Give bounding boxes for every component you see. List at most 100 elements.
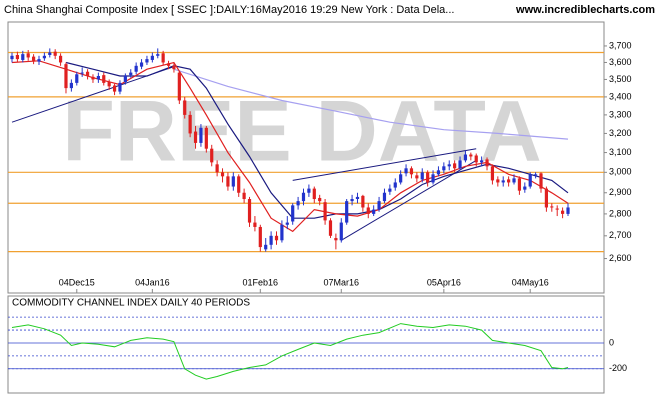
y-tick-label: 0 [609, 337, 614, 347]
candle-body [291, 205, 295, 222]
candle-body [312, 188, 316, 200]
moving-average [173, 68, 569, 140]
candle-body [58, 55, 63, 63]
y-tick-label: 3,600 [609, 57, 632, 67]
candle-body [21, 54, 25, 60]
candle-body [426, 172, 430, 183]
candle-body [480, 160, 484, 163]
candle-body [183, 100, 187, 115]
candle-body [366, 207, 370, 214]
candle-body [26, 53, 30, 58]
candle-body [355, 196, 360, 200]
candle-body [220, 172, 225, 177]
candle-body [156, 54, 160, 56]
panel-title: COMMODITY CHANNEL INDEX DAILY 40 PERIODS [12, 298, 250, 309]
candle-body [31, 56, 36, 61]
candle-body [231, 176, 235, 187]
candle-body [258, 226, 262, 248]
candle-body [307, 188, 311, 193]
candle-body [193, 131, 198, 143]
candle-body [53, 51, 57, 56]
candle-body [528, 174, 532, 187]
candle-body [345, 201, 349, 223]
candle-body [139, 62, 144, 67]
candle-body [166, 63, 171, 66]
candle-body [469, 154, 473, 157]
candle-body [377, 201, 381, 210]
price-layer: 2,600 2,700 2,800 2,900 3,000 3,100 3,200 3,300… [8, 40, 632, 293]
candle-body [161, 53, 165, 63]
candle-body [80, 72, 84, 74]
watermark: FREE DATA [62, 84, 541, 180]
candle-body [561, 210, 565, 214]
candle-body [69, 82, 73, 89]
candle-body [350, 199, 354, 202]
candle-body [485, 159, 489, 167]
candle-body [512, 178, 516, 183]
candle-body [436, 170, 441, 175]
candle-body [269, 235, 273, 245]
candle-body [404, 168, 408, 174]
candle-body [48, 52, 52, 55]
candle-body [134, 65, 138, 72]
price-panel [7, 21, 605, 294]
y-tick-label: 3,500 [609, 74, 632, 84]
candle-body [199, 127, 203, 143]
candle-body [507, 179, 511, 183]
indicator-line [11, 323, 569, 380]
candle-body [274, 235, 279, 241]
x-tick-label: 04Jan16 [135, 277, 170, 287]
source-link[interactable]: www.incrediblecharts.com [515, 4, 655, 16]
candle-body [388, 188, 392, 192]
candle-body [523, 186, 527, 190]
candle-body [431, 174, 435, 183]
candle-body [226, 176, 230, 187]
candle-body [188, 114, 192, 134]
candle-body [296, 201, 300, 206]
candle-body [474, 155, 478, 163]
y-tick-label: 3,400 [609, 91, 632, 101]
candle-body [339, 222, 343, 241]
candle-body [550, 206, 554, 208]
candle-body [112, 85, 117, 92]
candle-body [177, 72, 181, 101]
y-tick-label: -200 [609, 363, 627, 373]
trend-line [292, 148, 477, 181]
y-tick-label: 3,200 [609, 128, 632, 138]
candle-body [501, 180, 505, 183]
candle-body [145, 59, 149, 63]
candle-body [463, 154, 468, 161]
candle-body [42, 55, 46, 59]
candle-body [328, 220, 333, 236]
candle-body [91, 76, 95, 80]
candle-body [118, 82, 122, 92]
candle-body [247, 199, 252, 223]
y-tick-label: 3,300 [609, 109, 632, 119]
candle-body [420, 172, 424, 180]
candle-body [242, 192, 246, 200]
candle-body [64, 64, 68, 89]
candle-body [150, 55, 154, 60]
candle-body [102, 75, 106, 83]
y-tick-label: 2,900 [609, 187, 632, 197]
candle-body [372, 209, 376, 214]
candle-body [399, 174, 403, 183]
candle-body [393, 182, 397, 188]
x-tick-label: 04May16 [512, 277, 549, 287]
y-tick-label: 3,700 [609, 40, 632, 50]
y-tick-label: 3,100 [609, 147, 632, 157]
candle-body [539, 173, 543, 189]
candle-body [85, 71, 90, 76]
candle-body [318, 197, 322, 202]
candle-body [215, 164, 219, 173]
candle-body [204, 127, 208, 149]
candle-body [458, 160, 462, 169]
indicator-panel [7, 295, 605, 394]
candle-body [361, 195, 365, 208]
candle-body [264, 244, 268, 250]
candle-body [301, 192, 306, 202]
moving-average [11, 60, 569, 233]
candle-body [237, 176, 241, 193]
